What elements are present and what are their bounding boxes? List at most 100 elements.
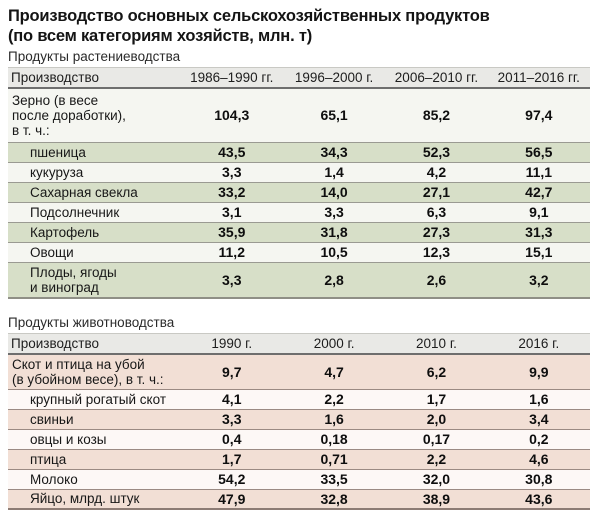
row-value: 3,4	[487, 409, 590, 430]
row-label: Молоко	[8, 469, 181, 490]
row-label: кукуруза	[8, 162, 181, 183]
row-value: 32,0	[385, 469, 488, 490]
section-gap	[0, 299, 600, 312]
row-value: 3,3	[282, 202, 386, 223]
plant-header-period-4: 2011–2016 гг.	[487, 67, 590, 89]
row-value: 1,6	[282, 409, 386, 430]
plant-header-period-2: 1996–2000 г.	[282, 67, 386, 89]
page-title: Производство основных сельскохозяйственн…	[0, 0, 600, 46]
row-label-line: и виноград	[30, 279, 99, 295]
row-value: 27,1	[385, 182, 488, 203]
plant-header-label: Производство	[8, 67, 181, 89]
row-value: 0,4	[180, 429, 283, 450]
animal-header-year-4: 2016 г.	[487, 332, 590, 355]
row-value: 3,3	[180, 262, 283, 299]
row-value: 42,7	[487, 182, 590, 203]
row-value: 56,5	[487, 142, 590, 163]
table-row: Зерно (в весе после доработки), в т. ч.:…	[8, 88, 590, 143]
row-value: 1,7	[180, 449, 283, 470]
row-value: 4,7	[282, 353, 386, 390]
table-row: Сахарная свекла 33,2 14,0 27,1 42,7	[8, 182, 590, 203]
row-label: птица	[8, 449, 181, 470]
row-value: 11,1	[487, 162, 590, 183]
row-value: 54,2	[180, 469, 283, 490]
row-value: 33,5	[282, 469, 386, 490]
table-row: овцы и козы 0,4 0,18 0,17 0,2	[8, 429, 590, 450]
row-label-line: Плоды, ягоды	[30, 264, 117, 280]
title-line-2: (по всем категориям хозяйств, млн. т)	[8, 27, 313, 45]
row-value: 2,0	[385, 409, 488, 430]
row-value: 3,2	[487, 262, 590, 299]
row-value: 2,8	[282, 262, 386, 299]
row-value: 34,3	[282, 142, 386, 163]
row-value: 0,18	[282, 429, 386, 450]
row-value: 6,3	[385, 202, 488, 223]
row-value: 9,7	[180, 353, 283, 390]
row-value: 43,6	[487, 489, 590, 510]
row-value: 2,2	[385, 449, 488, 470]
animal-header-year-1: 1990 г.	[180, 332, 283, 355]
plant-header-period-1: 1986–1990 гг.	[180, 67, 283, 89]
table-row: пшеница 43,5 34,3 52,3 56,5	[8, 142, 590, 163]
row-label: крупный рогатый скот	[8, 389, 181, 410]
row-value: 104,3	[180, 88, 283, 143]
row-value: 3,1	[180, 202, 283, 223]
row-value: 33,2	[180, 182, 283, 203]
row-value: 2,6	[385, 262, 488, 299]
row-label-line: в т. ч.:	[12, 122, 50, 138]
row-label: Зерно (в весе после доработки), в т. ч.:	[8, 88, 181, 143]
row-value: 6,2	[385, 353, 488, 390]
row-value: 1,7	[385, 389, 488, 410]
plant-products-table: Производство 1986–1990 гг. 1996–2000 г. …	[8, 67, 590, 299]
row-label-line: после доработки),	[12, 107, 126, 123]
row-label: Плоды, ягоды и виноград	[8, 262, 181, 299]
row-value: 12,3	[385, 242, 488, 263]
row-value: 31,3	[487, 222, 590, 243]
row-label: Скот и птица на убой (в убойном весе), в…	[8, 353, 181, 390]
row-value: 15,1	[487, 242, 590, 263]
row-value: 9,9	[487, 353, 590, 390]
plant-section-caption: Продукты растениеводства	[8, 49, 181, 64]
row-value: 3,3	[180, 162, 283, 183]
row-value: 38,9	[385, 489, 488, 510]
row-label: Сахарная свекла	[8, 182, 181, 203]
animal-header-label: Производство	[8, 332, 181, 355]
title-line-1: Производство основных сельскохозяйственн…	[8, 7, 490, 25]
row-label-line: Скот и птица на убой	[12, 356, 145, 372]
row-label: Яйцо, млрд. штук	[8, 489, 181, 510]
table-row: Подсолнечник 3,1 3,3 6,3 9,1	[8, 202, 590, 223]
row-value: 52,3	[385, 142, 488, 163]
row-value: 4,1	[180, 389, 283, 410]
row-value: 30,8	[487, 469, 590, 490]
row-value: 0,17	[385, 429, 488, 450]
row-value: 10,5	[282, 242, 386, 263]
table-row: крупный рогатый скот 4,1 2,2 1,7 1,6	[8, 389, 590, 410]
table-row: кукуруза 3,3 1,4 4,2 11,1	[8, 162, 590, 183]
row-value: 1,6	[487, 389, 590, 410]
row-label: овцы и козы	[8, 429, 181, 450]
row-label: свиньи	[8, 409, 181, 430]
row-label: Картофель	[8, 222, 181, 243]
row-value: 31,8	[282, 222, 386, 243]
animal-header-year-3: 2010 г.	[385, 332, 488, 355]
row-value: 35,9	[180, 222, 283, 243]
row-label: пшеница	[8, 142, 181, 163]
table-row: свиньи 3,3 1,6 2,0 3,4	[8, 409, 590, 430]
row-label: Подсолнечник	[8, 202, 181, 223]
animal-products-table: Производство 1990 г. 2000 г. 2010 г. 201…	[8, 332, 590, 510]
animal-section-caption: Продукты животноводства	[8, 314, 175, 330]
plant-header-period-3: 2006–2010 гг.	[385, 67, 488, 89]
row-value: 4,2	[385, 162, 488, 183]
row-value: 43,5	[180, 142, 283, 163]
row-value: 0,2	[487, 429, 590, 450]
row-value: 4,6	[487, 449, 590, 470]
row-value: 11,2	[180, 242, 283, 263]
table-row: Скот и птица на убой (в убойном весе), в…	[8, 353, 590, 390]
table-row: Овощи 11,2 10,5 12,3 15,1	[8, 242, 590, 263]
animal-table-header-row: Производство 1990 г. 2000 г. 2010 г. 201…	[8, 332, 590, 355]
row-value: 14,0	[282, 182, 386, 203]
row-label: Овощи	[8, 242, 181, 263]
plant-table-header-row: Производство 1986–1990 гг. 1996–2000 г. …	[8, 67, 590, 89]
plant-table-body: Зерно (в весе после доработки), в т. ч.:…	[8, 88, 590, 299]
